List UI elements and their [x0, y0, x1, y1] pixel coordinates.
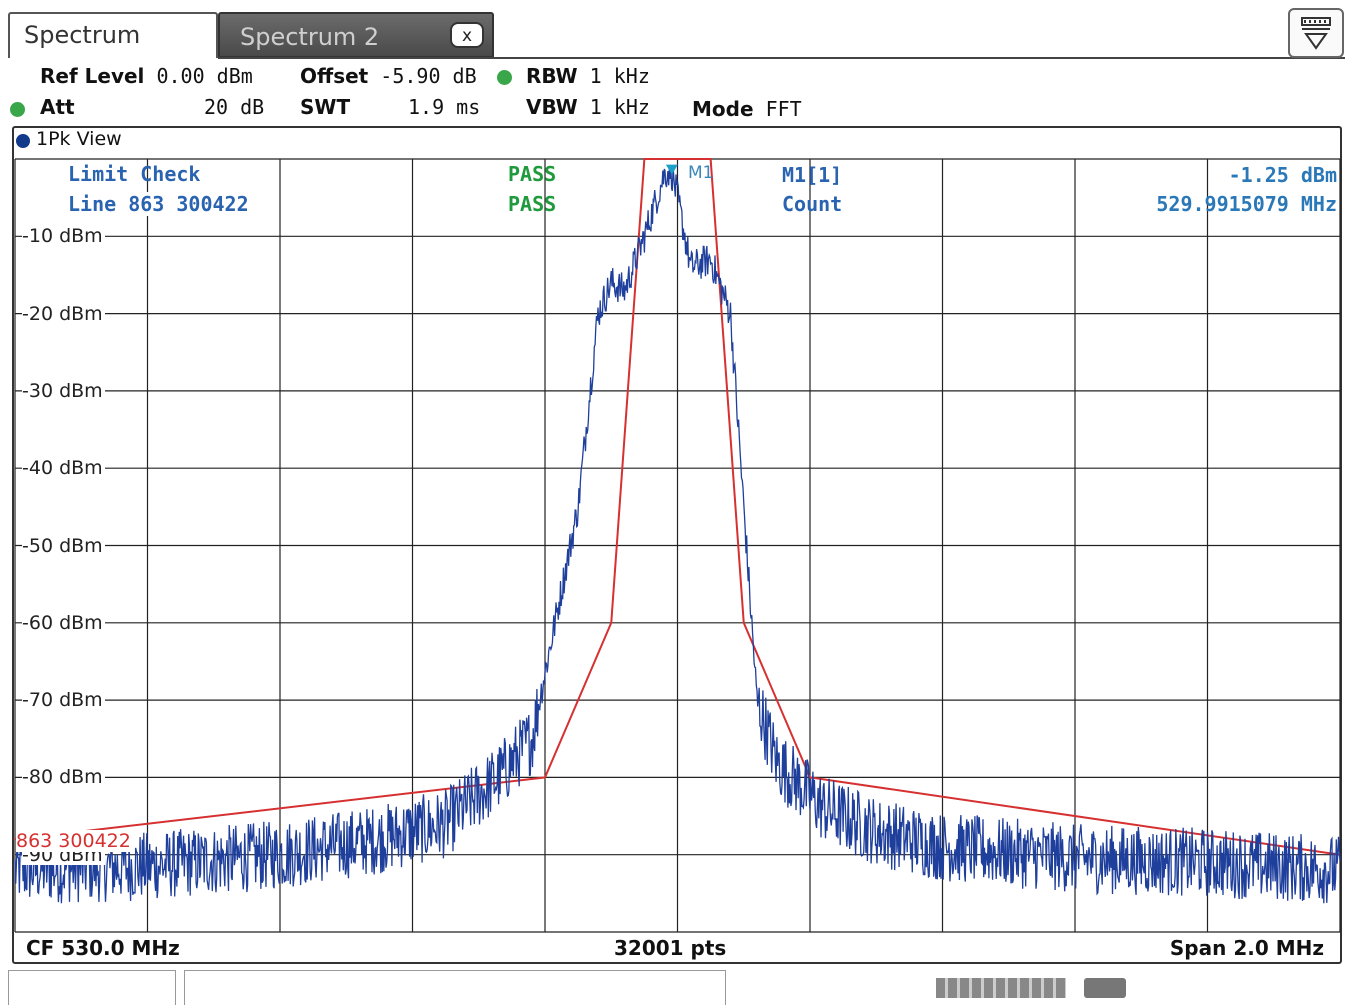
y-tick-label: -50 dBm	[22, 534, 105, 557]
att-coupling-indicator	[10, 102, 25, 117]
ref-level-label: Ref Level	[40, 64, 145, 88]
y-tick-label: -20 dBm	[22, 302, 105, 325]
y-tick-label: -80 dBm	[22, 766, 105, 789]
display-settings-button[interactable]	[1288, 8, 1344, 58]
marker-count-value: 529.9915079 MHz	[1156, 192, 1337, 216]
y-tick-label: -30 dBm	[22, 379, 105, 402]
span-value[interactable]: Span 2.0 MHz	[1169, 936, 1324, 960]
limit-line-path	[14, 158, 1341, 856]
view-title: 1Pk View	[36, 128, 122, 150]
view-frame	[12, 126, 1342, 964]
marker-level-value: -1.25 dBm	[1228, 163, 1337, 187]
rbw-value[interactable]: 1 kHz	[589, 64, 650, 88]
rbw-label: RBW	[526, 64, 578, 88]
trace-indicator-icon	[16, 134, 30, 148]
vbw-label: VBW	[526, 95, 578, 119]
limit-line	[14, 158, 1341, 856]
y-tick-label: -70 dBm	[22, 689, 105, 712]
tab-bar-divider	[218, 57, 1345, 59]
swt-label: SWT	[300, 95, 351, 119]
tab-spectrum-2[interactable]: Spectrum 2 x	[218, 12, 494, 58]
close-icon[interactable]: x	[450, 22, 484, 48]
tab-spectrum-label: Spectrum	[24, 21, 141, 49]
offset-value[interactable]: -5.90 dB	[380, 64, 477, 88]
status-field-1[interactable]	[8, 970, 176, 1005]
offset-label: Offset	[300, 64, 369, 88]
swt-value[interactable]: 1.9 ms	[408, 95, 481, 119]
marker-name: M1[1]	[782, 163, 843, 187]
y-tick-label: -40 dBm	[22, 457, 105, 480]
display-settings-icon	[1301, 17, 1331, 50]
y-tick-label: -10 dBm	[22, 225, 105, 248]
marker-m1-icon	[665, 164, 678, 175]
marker-m1-label[interactable]: M1	[688, 163, 714, 183]
limit-line-label: 863 300422	[16, 830, 131, 852]
mode-value[interactable]: FFT	[765, 97, 802, 121]
remote-icon	[1084, 978, 1126, 998]
chart-footer: CF 530.0 MHz 32001 pts Span 2.0 MHz	[14, 930, 1340, 962]
marker-count-label: Count	[782, 192, 843, 216]
progress-indicator	[936, 978, 1066, 998]
att-label: Att	[40, 95, 75, 119]
status-bar	[0, 966, 1353, 1005]
limit-check-status: PASS	[508, 162, 557, 186]
limit-line-status: PASS	[508, 192, 557, 216]
limit-line-name: Line 863 300422	[68, 192, 249, 216]
center-frequency[interactable]: CF 530.0 MHz	[26, 936, 180, 960]
tab-spectrum-2-label: Spectrum 2	[240, 23, 380, 51]
y-tick-label: -60 dBm	[22, 611, 105, 634]
tab-spectrum[interactable]: Spectrum	[8, 12, 218, 58]
sweep-points[interactable]: 32001 pts	[614, 936, 727, 960]
trace-path	[14, 166, 1341, 904]
limit-check-title: Limit Check	[68, 162, 201, 186]
mode-label: Mode	[692, 97, 754, 121]
marker-m1	[665, 164, 678, 175]
vbw-value[interactable]: 1 kHz	[589, 95, 650, 119]
status-field-2[interactable]	[184, 970, 726, 1005]
trace-series	[14, 166, 1341, 904]
ref-level-value[interactable]: 0.00 dBm	[156, 64, 253, 88]
rbw-coupling-indicator	[497, 70, 512, 85]
att-value[interactable]: 20 dB	[204, 95, 265, 119]
